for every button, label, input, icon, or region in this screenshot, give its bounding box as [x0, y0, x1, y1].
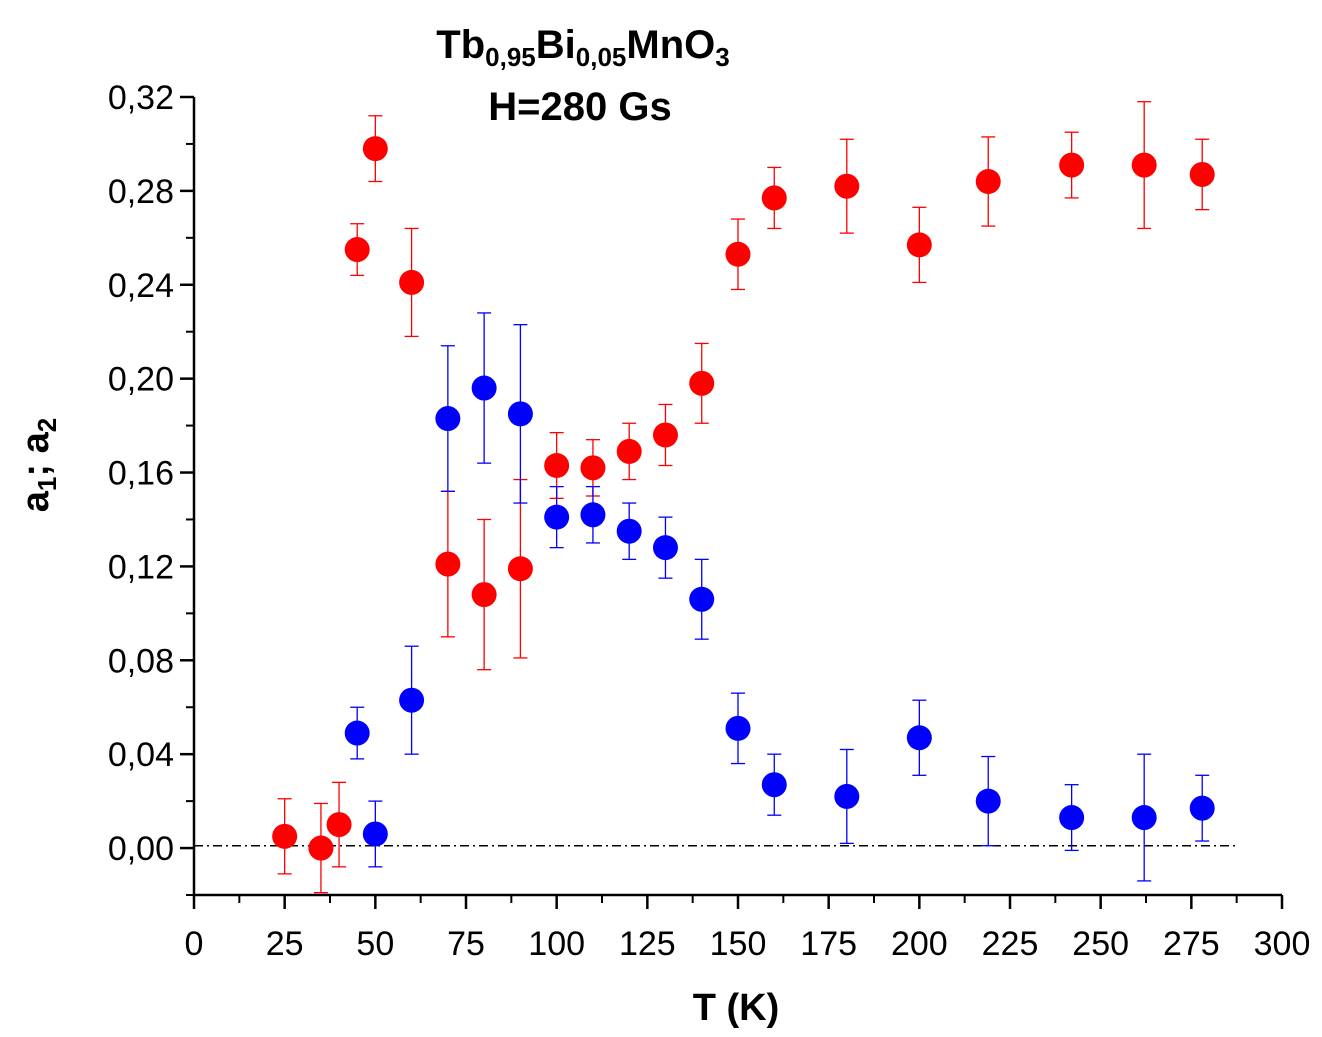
data-point: [725, 241, 751, 267]
x-axis-label: T (K): [693, 987, 780, 1029]
y-tick-label: 0,04: [108, 736, 174, 774]
data-point: [761, 185, 787, 211]
data-point: [725, 715, 751, 741]
data-point: [1131, 152, 1157, 178]
data-point: [1131, 805, 1157, 831]
data-point: [308, 835, 334, 861]
data-point: [272, 823, 298, 849]
series-1: [272, 101, 1215, 894]
data-point: [834, 173, 860, 199]
x-tick-label: 100: [528, 925, 585, 963]
data-point: [399, 269, 425, 295]
x-tick-label: 125: [619, 925, 676, 963]
data-point: [652, 422, 678, 448]
data-point: [544, 452, 570, 478]
data-point: [362, 821, 388, 847]
x-tick-label: 75: [447, 925, 485, 963]
y-tick-label: 0,16: [108, 455, 174, 493]
y-axis-label: a1; a2: [15, 418, 62, 512]
data-point: [471, 375, 497, 401]
chart-subtitle: H=280 Gs: [488, 85, 671, 129]
data-point: [399, 687, 425, 713]
x-tick-label: 25: [266, 925, 304, 963]
data-point: [344, 237, 370, 263]
chart-title: Tb0,95Bi0,05MnO3: [436, 23, 729, 72]
y-tick-label: 0,28: [108, 173, 174, 211]
data-point: [471, 582, 497, 608]
x-tick-label: 300: [1254, 925, 1311, 963]
y-tick-label: 0,12: [108, 548, 174, 586]
data-point: [1059, 152, 1085, 178]
x-tick-label: 175: [800, 925, 857, 963]
y-tick-label: 0,32: [108, 79, 174, 117]
data-point: [689, 586, 715, 612]
data-point: [544, 504, 570, 530]
data-point: [975, 168, 1001, 194]
data-point: [616, 438, 642, 464]
data-point: [1189, 795, 1215, 821]
data-point: [435, 551, 461, 577]
x-tick-label: 50: [356, 925, 394, 963]
data-point: [616, 518, 642, 544]
data-point: [906, 725, 932, 751]
x-tick-label: 150: [710, 925, 767, 963]
data-point: [652, 535, 678, 561]
data-point: [1059, 805, 1085, 831]
y-ticks: 0,00 0,04 0,08 0,12 0,16 0,20 0,24 0,28 0,32: [108, 79, 194, 896]
data-point: [507, 556, 533, 582]
x-tick-label: 225: [982, 925, 1039, 963]
data-point: [834, 783, 860, 809]
data-point: [1189, 161, 1215, 187]
y-tick-label: 0,24: [108, 267, 174, 305]
series-layer: [272, 101, 1215, 894]
x-tick-label: 250: [1072, 925, 1129, 963]
x-tick-label: 0: [185, 925, 204, 963]
y-tick-label: 0,08: [108, 642, 174, 680]
axes: 0 25 50 75 100 125 150 175 200 225 250 275 300 0,000…: [108, 79, 1311, 963]
x-tick-label: 200: [891, 925, 948, 963]
data-point: [580, 502, 606, 528]
x-ticks: 0 25 50 75 100 125 150 175 200 225 250 275 300: [185, 895, 1311, 963]
data-point: [362, 136, 388, 162]
data-point: [435, 406, 461, 432]
data-point: [906, 232, 932, 258]
y-tick-label: 0,20: [108, 361, 174, 399]
series-2: [344, 312, 1215, 882]
data-point: [507, 401, 533, 427]
data-point: [689, 370, 715, 396]
data-point: [580, 455, 606, 481]
x-tick-label: 275: [1163, 925, 1220, 963]
y-tick-label: 0,00: [108, 830, 174, 868]
data-point: [326, 812, 352, 838]
data-point: [344, 720, 370, 746]
data-point: [761, 772, 787, 798]
data-point: [975, 788, 1001, 814]
